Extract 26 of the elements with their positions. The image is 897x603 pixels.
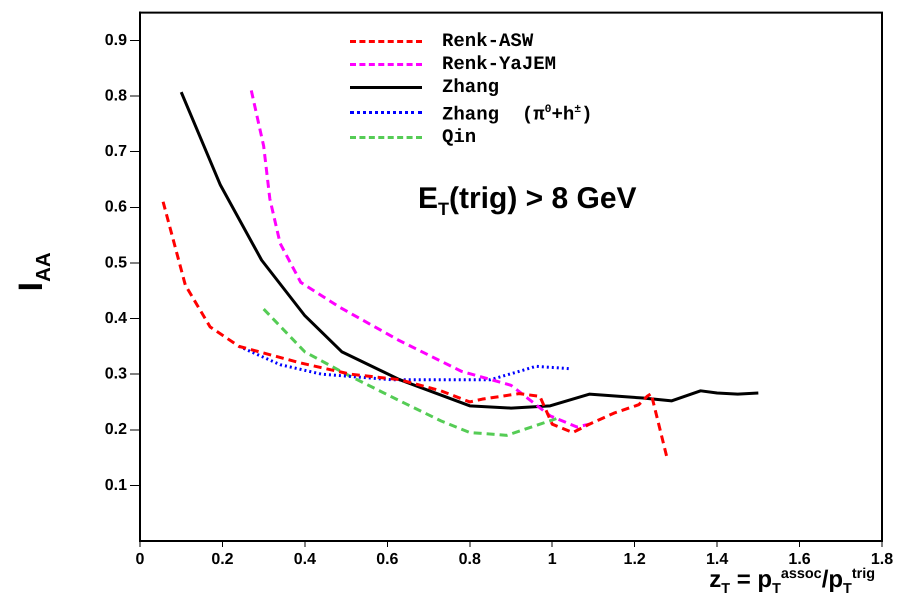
x-tick-label: 1.6 xyxy=(788,551,811,568)
x-tick-label: 0.2 xyxy=(211,551,234,568)
x-tick-label: 1.4 xyxy=(706,551,728,568)
y-tick-label: 0.8 xyxy=(104,87,128,104)
legend-label: Qin xyxy=(442,126,476,150)
legend-label: Renk-ASW xyxy=(442,30,534,53)
legend-label: Renk-YaJEM xyxy=(442,53,556,76)
y-tick-label: 0.3 xyxy=(104,366,128,383)
legend-label: Zhang (π$^{0}$+h$^{±}$) xyxy=(442,102,593,126)
x-tick-label: 0.4 xyxy=(294,551,316,568)
y-tick-label: 0.9 xyxy=(104,32,128,49)
x-tick-label: 1 xyxy=(548,551,557,568)
x-tick-label: 0 xyxy=(136,551,145,568)
line-series xyxy=(262,308,558,437)
y-tick-label: 0.7 xyxy=(104,143,128,160)
x-tick-label: 0.8 xyxy=(458,551,481,568)
y-tick-label: 0.6 xyxy=(104,198,128,216)
y-tick-label: 0.1 xyxy=(104,476,128,494)
y-tick-label: 0.2 xyxy=(104,421,128,438)
x-tick-label: 1.8 xyxy=(870,551,894,568)
annotation: E$_{T}$(trig) > 8 GeV xyxy=(418,182,637,220)
legend-label: Zhang xyxy=(442,76,500,99)
x-tick-label: 0.6 xyxy=(376,551,399,568)
x-tick-label: 1.2 xyxy=(624,551,646,568)
y-tick-label: 0.4 xyxy=(104,310,128,327)
y-tick-label: 0.5 xyxy=(104,254,128,272)
